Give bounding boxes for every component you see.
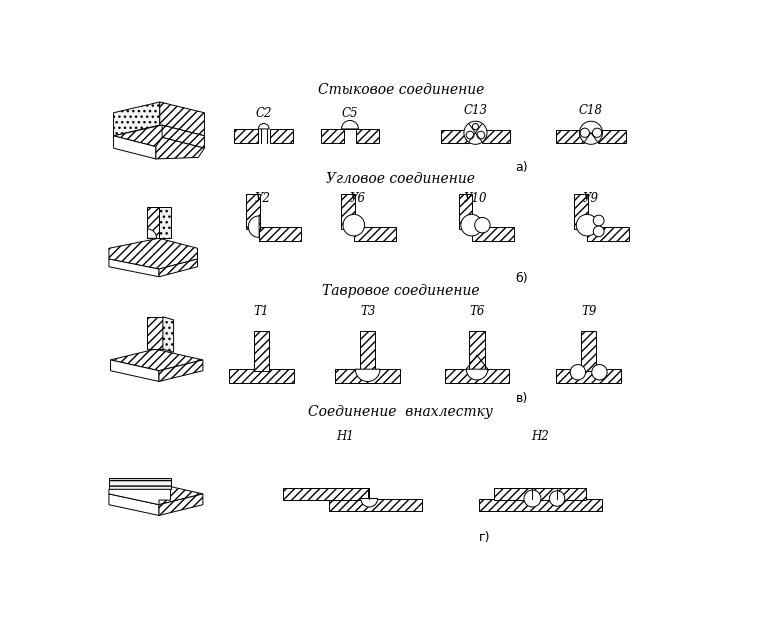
Text: С5: С5 [342, 107, 358, 120]
Bar [356, 129, 379, 143]
Bar [472, 226, 514, 241]
Text: Т9: Т9 [581, 305, 597, 318]
Text: У6: У6 [350, 192, 366, 205]
Bar [341, 195, 354, 229]
Text: Т3: Т3 [360, 305, 375, 318]
Polygon shape [109, 494, 159, 516]
Text: Т6: Т6 [469, 305, 485, 318]
Polygon shape [113, 102, 160, 136]
Circle shape [477, 131, 485, 139]
Wedge shape [342, 121, 358, 129]
Circle shape [594, 215, 604, 226]
Wedge shape [249, 216, 259, 237]
Text: а): а) [515, 161, 528, 174]
Polygon shape [110, 360, 159, 382]
Circle shape [343, 214, 364, 236]
Bar [479, 498, 601, 511]
Bar [283, 487, 368, 500]
Circle shape [461, 214, 482, 236]
Polygon shape [160, 102, 204, 136]
Polygon shape [159, 494, 203, 516]
Bar [556, 369, 621, 383]
Bar [360, 330, 375, 371]
Polygon shape [113, 136, 156, 159]
Text: Н2: Н2 [531, 429, 549, 443]
Polygon shape [159, 259, 198, 277]
Bar [441, 130, 468, 143]
Text: Н1: Н1 [335, 429, 353, 443]
Text: С18: С18 [579, 104, 603, 117]
Polygon shape [113, 125, 204, 147]
Text: б): б) [515, 272, 528, 285]
Text: Угловое соединение: Угловое соединение [326, 172, 475, 186]
Bar [329, 498, 421, 511]
Circle shape [524, 490, 541, 507]
Text: в): в) [515, 392, 528, 405]
Polygon shape [159, 207, 170, 238]
Bar [253, 330, 269, 371]
Circle shape [472, 124, 479, 130]
Polygon shape [162, 125, 204, 148]
Polygon shape [159, 360, 203, 382]
Polygon shape [109, 483, 203, 505]
Wedge shape [466, 369, 488, 380]
Polygon shape [148, 207, 159, 238]
Text: Т1: Т1 [253, 305, 269, 318]
Circle shape [594, 226, 604, 237]
Wedge shape [258, 124, 269, 129]
Bar [246, 195, 260, 229]
Polygon shape [109, 238, 198, 269]
Bar [321, 129, 344, 143]
Text: Соединение  внахлестку: Соединение внахлестку [308, 404, 493, 419]
Bar [335, 369, 400, 383]
Bar [270, 129, 293, 143]
Wedge shape [148, 229, 156, 238]
Bar [235, 129, 257, 143]
Bar [458, 195, 472, 229]
Polygon shape [110, 349, 203, 371]
Text: У9: У9 [583, 192, 599, 205]
Bar [482, 130, 510, 143]
Polygon shape [163, 317, 174, 352]
Bar [581, 330, 597, 371]
Circle shape [475, 218, 490, 233]
Polygon shape [109, 478, 170, 489]
Polygon shape [109, 489, 170, 505]
Circle shape [464, 121, 487, 144]
Text: У10: У10 [464, 192, 487, 205]
Circle shape [550, 491, 565, 506]
Text: Тавровое соединение: Тавровое соединение [322, 284, 479, 297]
Bar [445, 369, 509, 383]
Bar [229, 369, 294, 383]
Circle shape [576, 214, 598, 236]
Bar [469, 330, 485, 371]
Circle shape [570, 364, 586, 380]
Bar [556, 130, 584, 143]
Bar [574, 195, 588, 229]
Polygon shape [156, 137, 204, 159]
Circle shape [466, 131, 474, 139]
Text: С13: С13 [464, 104, 487, 117]
Text: Стыковое соединение: Стыковое соединение [317, 84, 484, 98]
Text: У2: У2 [255, 192, 271, 205]
Bar [259, 226, 301, 241]
Circle shape [593, 128, 601, 137]
Text: г): г) [479, 531, 490, 544]
Polygon shape [148, 317, 163, 349]
Polygon shape [109, 259, 159, 277]
Text: С2: С2 [256, 107, 272, 120]
Bar [494, 487, 586, 500]
Wedge shape [355, 369, 380, 382]
Circle shape [592, 364, 607, 380]
Bar [598, 130, 626, 143]
Bar [587, 226, 630, 241]
Circle shape [580, 128, 590, 137]
Wedge shape [361, 498, 378, 507]
Bar [353, 226, 396, 241]
Circle shape [579, 121, 602, 144]
